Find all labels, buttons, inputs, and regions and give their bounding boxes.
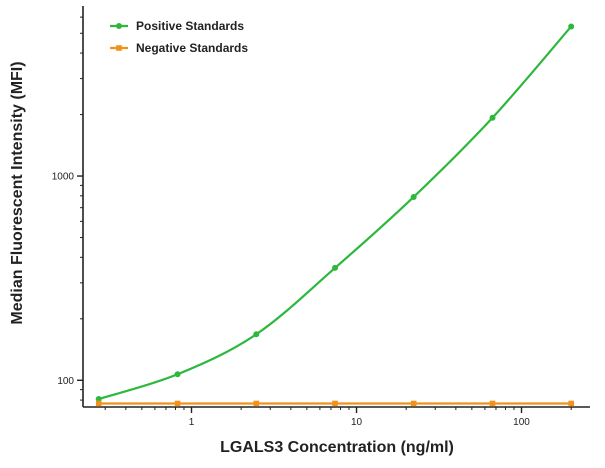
legend-positive-standards-marker — [116, 23, 122, 29]
negative-standards-point — [410, 400, 417, 407]
positive-standards-line — [98, 25, 573, 401]
x-tick-label: 100 — [513, 417, 530, 428]
negative-standards-point — [174, 400, 181, 407]
positive-standards-point — [568, 23, 575, 30]
negative-standards-point — [253, 400, 260, 407]
negative-standards-point — [95, 400, 102, 407]
legend-negative-standards-marker — [116, 45, 122, 51]
negative-standards-point — [332, 400, 338, 407]
x-tick-label: 10 — [351, 417, 363, 428]
positive-standards-point — [410, 193, 417, 200]
positive-standards-point — [95, 395, 102, 402]
legend: Positive Standards Negative Standards — [110, 19, 248, 55]
positive-standards-point — [489, 114, 496, 121]
series-layer — [95, 23, 575, 407]
y-axis-title: Median Fluorescent Intensity (MFI) — [9, 61, 26, 324]
negative-standards-point — [568, 400, 574, 407]
legend-positive-standards-label: Positive Standards — [136, 19, 244, 33]
positive-standards-point — [253, 331, 260, 338]
x-axis-title: LGALS3 Concentration (ng/ml) — [220, 439, 454, 456]
legend-negative-standards-label: Negative Standards — [136, 41, 248, 55]
negative-standards-point — [489, 400, 496, 407]
positive-standards-point — [174, 371, 181, 378]
y-tick-label: 100 — [57, 376, 74, 387]
y-tick-label: 1000 — [52, 172, 75, 183]
positive-standards-point — [332, 264, 339, 271]
ticks: 1 10 100 100 1000 — [52, 16, 572, 428]
axes — [82, 6, 590, 408]
x-tick-label: 1 — [189, 417, 195, 428]
